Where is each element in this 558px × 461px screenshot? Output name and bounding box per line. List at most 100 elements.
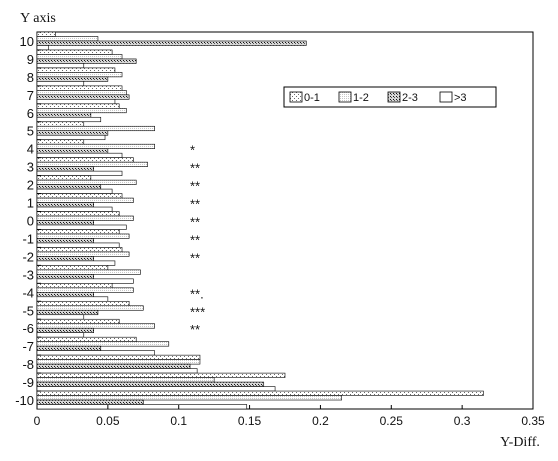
bar-0-1-y0 — [36, 211, 120, 217]
bar-2-3-y-10 — [36, 399, 144, 405]
bar-0-1-y-4 — [36, 283, 113, 289]
bar-0-1-y-2 — [36, 247, 123, 253]
y-tick-label: -9 — [22, 375, 34, 390]
significance-annotation: ** — [190, 179, 200, 194]
bar-1-2-y-4 — [36, 287, 134, 293]
bar-2-3-y-8 — [36, 363, 191, 369]
bar-gt3-y1 — [36, 206, 113, 212]
bar-2-3-y-7 — [36, 345, 102, 351]
bar-1-2-y5 — [36, 125, 155, 132]
bar-2-3-y-1 — [36, 238, 94, 244]
x-tick-label: 0.25 — [380, 414, 404, 428]
bar-1-2-y-3 — [36, 269, 141, 275]
bar-2-3-y10 — [36, 40, 307, 46]
bar-1-2-y7 — [36, 90, 127, 96]
bar-2-3-y-4 — [36, 292, 94, 298]
bar-1-2-y2 — [36, 179, 137, 185]
y-tick-label: -10 — [15, 393, 34, 408]
bar-1-2-y-6 — [36, 323, 155, 329]
y-tick-label: 1 — [27, 196, 34, 211]
annotations-layer: ***************.***** — [190, 143, 205, 338]
bar-2-3-y2 — [36, 184, 102, 190]
x-tick-label: 0.05 — [96, 414, 120, 428]
bar-gt3-y6 — [36, 116, 102, 123]
bar-1-2-y-10 — [36, 395, 342, 401]
bar-1-2-y-2 — [36, 251, 130, 257]
legend-swatch-1-2 — [338, 91, 352, 103]
bar-gt3-y-2 — [36, 260, 116, 266]
bar-gt3-y-3 — [36, 278, 134, 284]
bar-2-3-y1 — [36, 202, 94, 208]
bar-gt3-y-10 — [36, 404, 248, 410]
significance-annotation: *** — [190, 304, 205, 319]
y-tick-label: 2 — [27, 178, 34, 193]
x-tick-label: 0.1 — [170, 414, 187, 428]
bar-0-1-y-10 — [36, 390, 484, 396]
x-tick-label: 0.15 — [238, 414, 262, 428]
bar-0-1-y10 — [36, 31, 56, 37]
bar-0-1-y6 — [36, 103, 120, 109]
x-axis-label: Y-Diff. — [500, 435, 540, 450]
significance-annotation: ** — [190, 215, 200, 230]
bar-1-2-y4 — [36, 143, 155, 149]
significance-annotation: ** — [190, 322, 200, 337]
bar-0-1-y7 — [36, 85, 123, 91]
bar-0-1-y-3 — [36, 265, 109, 271]
bar-gt3-y8 — [36, 81, 85, 87]
y-tick-label: -3 — [22, 267, 34, 282]
bar-0-1-y-1 — [36, 229, 120, 235]
y-tick-label: -7 — [22, 339, 34, 354]
bar-gt3-y-9 — [36, 386, 276, 392]
bar-1-2-y9 — [36, 54, 123, 60]
significance-annotation: ** — [190, 250, 200, 265]
y-tick-label: 3 — [27, 160, 34, 175]
bar-1-2-y1 — [36, 197, 134, 203]
bar-gt3-y3 — [36, 170, 123, 176]
bar-2-3-y3 — [36, 166, 94, 172]
bar-1-2-y-8 — [36, 359, 201, 365]
bar-gt3-y-5 — [36, 314, 85, 320]
y-tick-label: 4 — [27, 142, 34, 157]
significance-annotation: * — [190, 143, 195, 158]
legend: 0-1 1-2 2-3 >3 — [283, 86, 497, 108]
bar-2-3-y-5 — [36, 309, 99, 316]
bar-gt3-y-4 — [36, 296, 109, 302]
bar-gt3-y10 — [36, 45, 49, 51]
bar-0-1-y-7 — [36, 336, 137, 342]
y-tick-label: -6 — [22, 321, 34, 336]
bar-gt3-y4 — [36, 152, 123, 158]
bar-1-2-y0 — [36, 215, 134, 221]
x-tick-label: 0.2 — [312, 414, 329, 428]
y-tick-label: 0 — [27, 214, 34, 229]
bar-1-2-y6 — [36, 108, 127, 114]
bar-gt3-y7 — [36, 99, 116, 105]
legend-label-1-2: 1-2 — [353, 92, 369, 104]
bar-1-2-y8 — [36, 72, 123, 78]
bar-0-1-y-8 — [36, 354, 201, 360]
legend-swatch-2-3 — [387, 91, 401, 103]
bar-0-1-y-6 — [36, 318, 120, 325]
bar-gt3-y2 — [36, 188, 113, 194]
significance-annotation: **. — [190, 286, 204, 301]
bar-1-2-y3 — [36, 161, 148, 167]
bar-2-3-y-6 — [36, 327, 94, 333]
bar-0-1-y-9 — [36, 372, 286, 378]
bar-2-3-y-2 — [36, 256, 94, 262]
bar-gt3-y-7 — [36, 350, 155, 356]
bar-2-3-y4 — [36, 148, 109, 154]
bar-gt3-y-1 — [36, 242, 120, 248]
bar-gt3-y-8 — [36, 368, 198, 374]
significance-annotation: ** — [190, 161, 200, 176]
bar-0-1-y4 — [36, 139, 85, 145]
bar-1-2-y-7 — [36, 341, 170, 347]
bar-gt3-y9 — [36, 63, 85, 69]
y-tick-label: -5 — [22, 303, 34, 318]
bar-gt3-y-6 — [36, 332, 85, 338]
y-tick-label: -2 — [22, 249, 34, 264]
y-tick-label: -4 — [22, 285, 34, 300]
legend-swatch-gt3 — [439, 91, 453, 103]
bar-gt3-y5 — [36, 134, 106, 141]
y-tick-label: -8 — [22, 357, 34, 372]
